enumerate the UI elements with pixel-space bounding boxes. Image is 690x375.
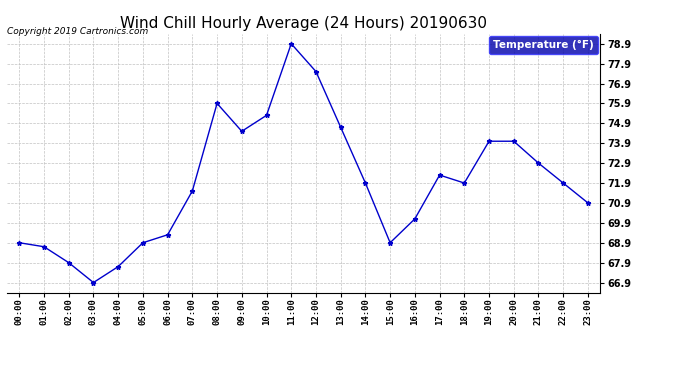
Text: Copyright 2019 Cartronics.com: Copyright 2019 Cartronics.com [7,27,148,36]
Title: Wind Chill Hourly Average (24 Hours) 20190630: Wind Chill Hourly Average (24 Hours) 201… [120,16,487,31]
Legend: Temperature (°F): Temperature (°F) [489,36,598,54]
